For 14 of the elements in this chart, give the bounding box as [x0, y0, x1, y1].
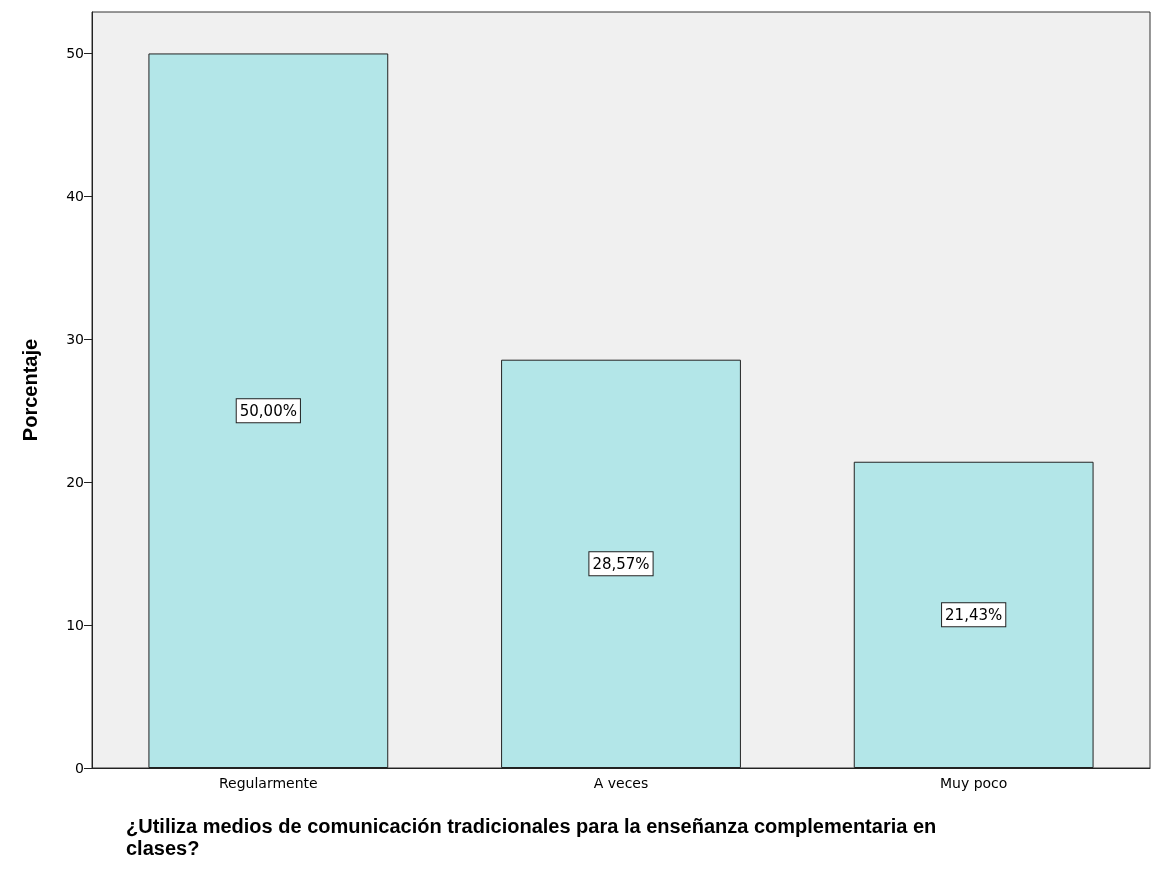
y-tick-label: 50 [66, 45, 84, 62]
x-tick-label: Regularmente [218, 775, 318, 791]
data-label: 50,00% [239, 401, 297, 420]
x-tick-label: Muy poco [939, 775, 1008, 791]
x-axis-title: ¿Utiliza medios de comunicación tradicionales para la enseñanza complementaria en clases? [126, 815, 942, 859]
x-tick-label: A veces [593, 775, 649, 791]
y-tick-label: 10 [66, 617, 84, 634]
data-label: 21,43% [945, 605, 1003, 624]
y-tick-label: 40 [66, 188, 84, 205]
y-tick-label: 20 [66, 474, 84, 491]
y-axis-title: Porcentaje [19, 338, 41, 442]
data-label: 28,57% [592, 554, 650, 573]
y-tick-label: 30 [66, 331, 84, 348]
y-tick-label: 0 [75, 760, 84, 776]
